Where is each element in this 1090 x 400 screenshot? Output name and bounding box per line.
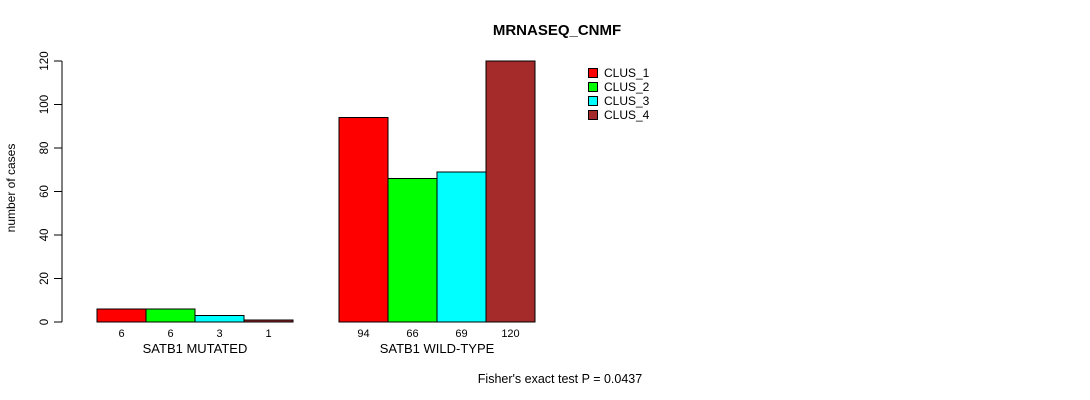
- legend-item: CLUS_2: [588, 80, 649, 94]
- bar-clus_3-group1: [194, 314, 245, 323]
- bar-clus_1-group1: [96, 308, 147, 323]
- legend-swatch: [588, 82, 598, 92]
- caption-text: Fisher's exact test P = 0.0437: [477, 372, 643, 386]
- y-tick-label: 120: [39, 51, 51, 70]
- y-tick-label: 0: [39, 319, 51, 325]
- bar-clus_2-group1: [145, 308, 196, 323]
- y-tick-label: 40: [39, 229, 51, 242]
- legend-swatch: [588, 96, 598, 106]
- legend-label: CLUS_4: [604, 108, 650, 122]
- bar-value-label: 1: [265, 328, 271, 340]
- legend: CLUS_1 CLUS_2 CLUS_3 CLUS_4: [588, 66, 649, 122]
- bar-value-label: 66: [406, 328, 418, 340]
- bar-value-label: 94: [357, 328, 369, 340]
- legend-item: CLUS_3: [588, 94, 649, 108]
- bar-clus_1-group2: [338, 117, 389, 323]
- group-label: SATB1 MUTATED: [143, 341, 248, 356]
- bar-value-label: 6: [118, 328, 124, 340]
- legend-item: CLUS_1: [588, 66, 649, 80]
- chart-title: MRNASEQ_CNMF: [492, 22, 622, 39]
- legend-label: CLUS_1: [604, 66, 650, 80]
- bar-value-label: 6: [167, 328, 173, 340]
- y-tick-label: 20: [39, 272, 51, 285]
- group-label: SATB1 WILD-TYPE: [380, 341, 495, 356]
- bar-value-label: 3: [216, 328, 222, 340]
- bar-clus_4-group1: [243, 319, 294, 323]
- y-tick-label: 100: [39, 95, 51, 114]
- y-tick-label: 80: [39, 142, 51, 155]
- legend-swatch: [588, 110, 598, 120]
- bar-clus_4-group2: [485, 60, 536, 323]
- legend-item: CLUS_4: [588, 108, 649, 122]
- bar-clus_3-group2: [436, 171, 487, 323]
- legend-label: CLUS_2: [604, 80, 650, 94]
- legend-label: CLUS_3: [604, 94, 650, 108]
- bar-value-label: 69: [455, 328, 467, 340]
- y-tick-label: 60: [39, 185, 51, 198]
- bar-value-label: 120: [501, 328, 519, 340]
- bar-clus_2-group2: [387, 177, 438, 323]
- legend-swatch: [588, 68, 598, 78]
